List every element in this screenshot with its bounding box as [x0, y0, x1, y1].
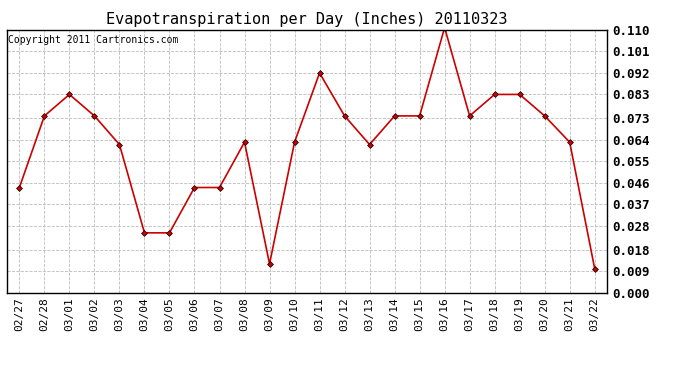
- Title: Evapotranspiration per Day (Inches) 20110323: Evapotranspiration per Day (Inches) 2011…: [106, 12, 508, 27]
- Text: Copyright 2011 Cartronics.com: Copyright 2011 Cartronics.com: [8, 35, 179, 45]
